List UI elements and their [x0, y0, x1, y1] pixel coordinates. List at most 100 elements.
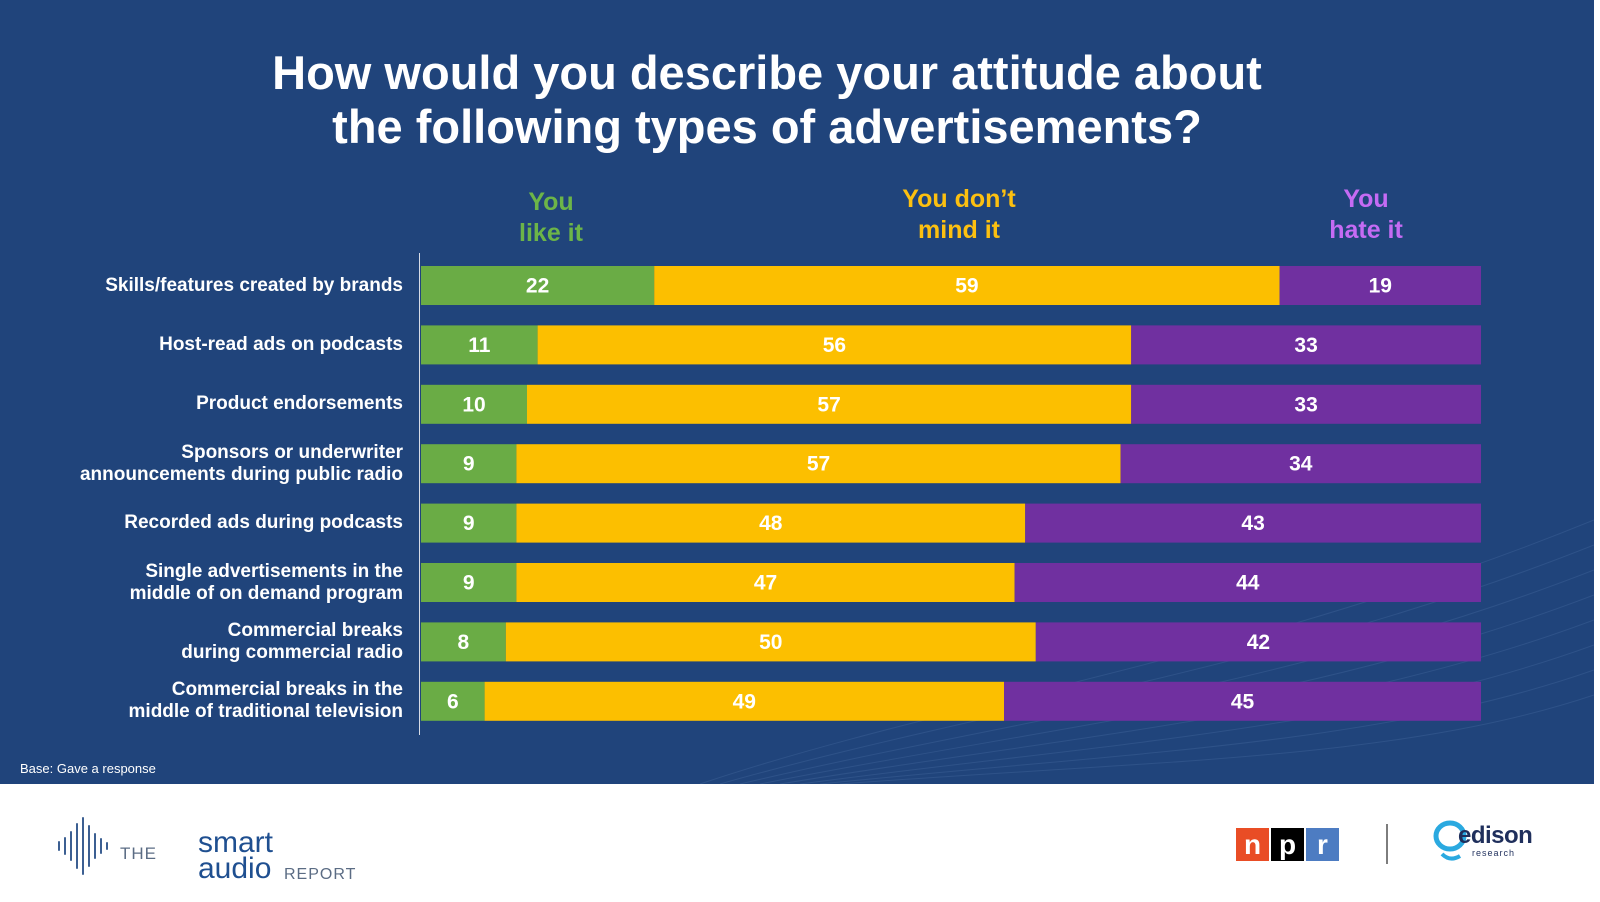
- data-label-like: 8: [458, 631, 470, 654]
- data-label-like: 9: [463, 453, 475, 476]
- category-label-text: Skills/features created by brands: [105, 275, 403, 297]
- category-label: Commercial breaks during commercial radio: [20, 614, 403, 669]
- category-label-text: Sponsors or underwriter announcements dur…: [80, 442, 403, 486]
- data-label-like: 11: [468, 334, 491, 357]
- data-label-dont-mind: 56: [823, 334, 846, 357]
- npr-letter-n: n: [1236, 828, 1269, 861]
- edison-wordmark: edison: [1458, 822, 1533, 849]
- bar-segment-hate: [1120, 444, 1481, 484]
- data-label-hate: 42: [1247, 631, 1270, 654]
- bar-segment-hate: [1035, 622, 1481, 662]
- edison-research-logo: edison research: [1432, 816, 1542, 870]
- column-header-like-line-1: You: [528, 188, 574, 216]
- npr-letter-p: p: [1271, 828, 1304, 861]
- data-label-like: 9: [463, 512, 475, 535]
- category-label-text: Product endorsements: [196, 393, 403, 415]
- footer: THE smart audio REPORT n p r edison rese…: [0, 784, 1600, 902]
- logo-text-smart: smart: [198, 826, 273, 859]
- data-label-dont-mind: 57: [807, 453, 830, 476]
- data-label-hate: 33: [1294, 334, 1317, 357]
- bar-segment-like: [421, 622, 506, 662]
- data-label-dont-mind: 49: [733, 690, 756, 713]
- bar-segment-dont-mind: [527, 384, 1132, 424]
- data-label-hate: 19: [1369, 275, 1392, 298]
- bar-segment-like: [421, 444, 517, 484]
- npr-logo: n p r: [1236, 828, 1339, 861]
- edison-subtext: research: [1472, 848, 1516, 858]
- column-header-dont-mind-line-1: You don’t: [902, 185, 1016, 213]
- column-header-like: You like it: [441, 187, 661, 249]
- category-label-text: Commercial breaks during commercial radio: [181, 620, 403, 664]
- edison-swirl-icon: [1433, 820, 1467, 861]
- data-label-hate: 44: [1236, 572, 1260, 595]
- chart-panel: How would you describe your attitude abo…: [0, 0, 1594, 784]
- column-header-hate-line-1: You: [1343, 185, 1389, 213]
- category-label: Sponsors or underwriter announcements dur…: [20, 436, 403, 491]
- data-label-dont-mind: 47: [754, 572, 777, 595]
- category-label-line: Skills/features created by brands: [105, 274, 403, 296]
- base-note: Base: Gave a response: [20, 761, 156, 776]
- sound-wave-icon: [58, 817, 108, 875]
- category-label-line: announcements during public radio: [79, 463, 403, 485]
- bar-segment-dont-mind: [516, 444, 1121, 484]
- bar-segment-like: [421, 563, 517, 602]
- category-label: Single advertisements in the middle of on…: [20, 555, 403, 610]
- bar-segment-like: [421, 681, 485, 721]
- chart-title: How would you describe your attitude abo…: [0, 46, 1534, 154]
- category-label-line: Commercial breaks in the: [171, 679, 403, 701]
- bar-segment-dont-mind: [516, 503, 1026, 543]
- data-label-dont-mind: 50: [759, 631, 782, 654]
- category-axis-line: [419, 253, 420, 735]
- category-label-line: middle of traditional television: [128, 701, 403, 723]
- category-label: Host-read ads on podcasts: [20, 317, 403, 372]
- column-header-like-line-2: like it: [519, 219, 583, 247]
- category-label-line: during commercial radio: [181, 641, 403, 663]
- category-label: Recorded ads during podcasts: [20, 496, 403, 551]
- data-label-hate: 45: [1231, 690, 1255, 713]
- category-label: Skills/features created by brands: [20, 258, 403, 313]
- column-header-hate: You hate it: [1256, 184, 1476, 246]
- logo-text-audio: audio: [198, 852, 272, 885]
- bar-segment-hate: [1131, 384, 1481, 424]
- category-label: Commercial breaks in the middle of tradit…: [20, 674, 403, 729]
- category-label-line: Host-read ads on podcasts: [159, 333, 403, 355]
- bar-segment-like: [421, 325, 538, 365]
- category-label-text: Commercial breaks in the middle of tradit…: [129, 679, 403, 723]
- category-label-line: Commercial breaks: [227, 619, 403, 641]
- bar-segment-dont-mind: [484, 681, 1005, 721]
- logo-text-the: THE: [120, 844, 157, 863]
- bar-segment-hate: [1025, 503, 1481, 543]
- category-label-line: Sponsors or underwriter: [181, 441, 403, 463]
- bar-segment-hate: [1131, 325, 1481, 365]
- data-label-hate: 34: [1289, 453, 1313, 476]
- data-label-like: 9: [463, 572, 475, 595]
- category-label-text: Host-read ads on podcasts: [159, 334, 403, 356]
- category-label-line: Product endorsements: [196, 393, 403, 415]
- bar-segment-hate: [1004, 681, 1481, 721]
- category-label-line: Recorded ads during podcasts: [124, 512, 403, 534]
- column-header-dont-mind: You don’t mind it: [849, 184, 1069, 246]
- category-label-line: Single advertisements in the: [145, 560, 403, 582]
- bar-segment-dont-mind: [537, 325, 1132, 365]
- column-header-dont-mind-line-2: mind it: [918, 216, 1000, 244]
- bar-segment-dont-mind: [654, 266, 1280, 305]
- category-label: Product endorsements: [20, 377, 403, 432]
- category-label-line: middle of on demand program: [129, 582, 403, 604]
- npr-letter-r: r: [1306, 828, 1339, 861]
- bar-segment-like: [421, 503, 517, 543]
- column-header-hate-line-2: hate it: [1329, 216, 1403, 244]
- stacked-bar-chart: 22 59 19 11 56 33 10 57 33 9 57 34 9 48 43 9 47 44 8 50 42 6 4…: [421, 266, 1481, 721]
- bar-segment-dont-mind: [505, 622, 1036, 662]
- data-label-like: 10: [462, 393, 485, 416]
- title-line-2: the following types of advertisements?: [332, 100, 1202, 153]
- data-label-like: 22: [526, 275, 549, 298]
- category-label-text: Recorded ads during podcasts: [124, 512, 403, 534]
- data-label-like: 6: [447, 690, 459, 713]
- bar-segment-like: [421, 266, 655, 305]
- data-label-dont-mind: 57: [817, 393, 840, 416]
- bar-segment-hate: [1279, 266, 1481, 305]
- data-label-hate: 43: [1241, 512, 1264, 535]
- bar-segment-like: [421, 384, 527, 424]
- data-label-hate: 33: [1294, 393, 1317, 416]
